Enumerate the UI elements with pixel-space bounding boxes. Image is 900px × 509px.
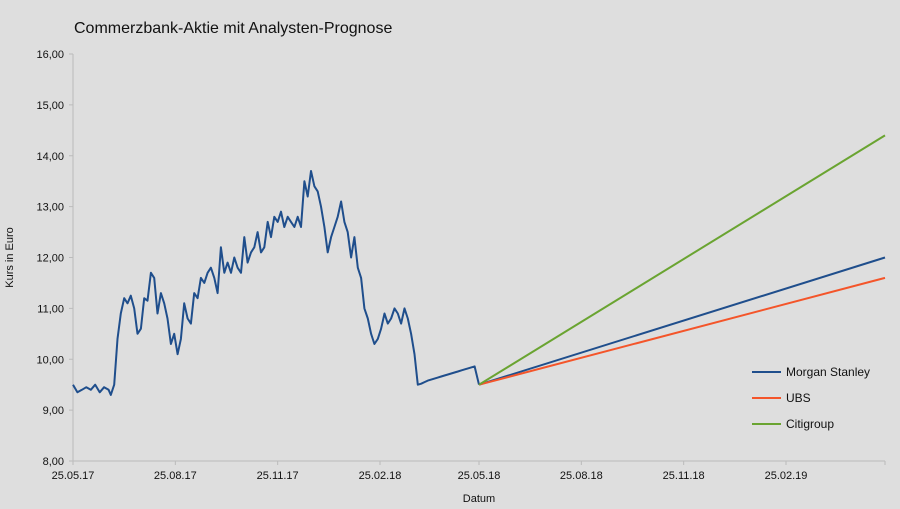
legend: Morgan Stanley UBS Citigroup xyxy=(752,365,870,431)
x-tick-label: 25.05.18 xyxy=(458,470,501,482)
y-ticks: 8,00 9,00 10,00 11,00 12,00 13,00 14,00 15,00 16… xyxy=(36,49,73,468)
x-ticks: 25.05.17 25.08.17 25.11.17 25.02.18 25.05.18… xyxy=(52,461,886,482)
x-tick-label: 25.08.17 xyxy=(154,470,197,482)
y-tick-label: 15,00 xyxy=(36,100,64,112)
y-axis-title: Kurs in Euro xyxy=(4,227,16,288)
y-tick-label: 14,00 xyxy=(36,151,64,163)
legend-label: Morgan Stanley xyxy=(786,365,870,379)
x-tick-label: 25.02.18 xyxy=(359,470,402,482)
y-tick-label: 8,00 xyxy=(43,456,64,468)
legend-label: UBS xyxy=(786,391,811,405)
axes xyxy=(72,54,885,462)
y-tick-label: 16,00 xyxy=(36,49,64,61)
y-tick-label: 11,00 xyxy=(37,303,64,315)
series-line-citigroup xyxy=(478,134,886,386)
y-tick-label: 10,00 xyxy=(36,354,64,366)
y-tick-label: 13,00 xyxy=(36,202,64,214)
x-axis-title: Datum xyxy=(463,493,495,505)
series-line-price-history xyxy=(72,170,480,396)
x-tick-label: 25.02.19 xyxy=(765,470,808,482)
series-layer xyxy=(72,134,886,396)
y-tick-label: 12,00 xyxy=(36,253,64,265)
series-line-ubs xyxy=(478,276,886,386)
y-tick-label: 9,00 xyxy=(43,405,64,417)
x-tick-label: 25.08.18 xyxy=(560,470,603,482)
legend-label: Citigroup xyxy=(786,417,834,431)
x-tick-label: 25.11.17 xyxy=(257,470,299,482)
series-line-morgan-stanley xyxy=(478,256,886,386)
x-tick-label: 25.05.17 xyxy=(52,470,95,482)
x-tick-label: 25.11.18 xyxy=(663,470,705,482)
chart-title: Commerzbank-Aktie mit Analysten-Prognose xyxy=(74,20,393,37)
